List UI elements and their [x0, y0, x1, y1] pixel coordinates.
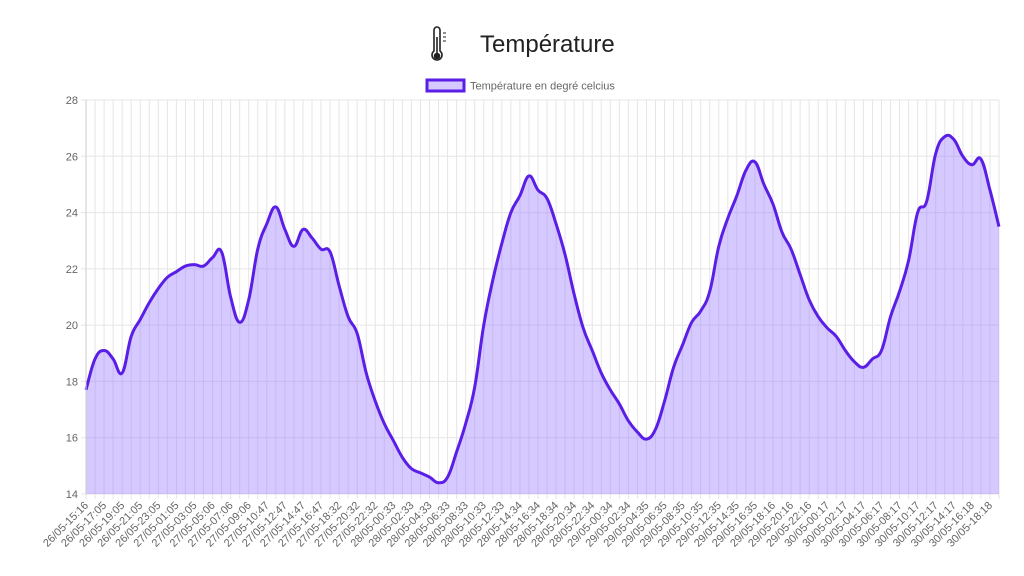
- y-tick-label: 28: [66, 95, 78, 107]
- y-tick-label: 16: [66, 433, 78, 445]
- chart-title: Température: [480, 31, 615, 58]
- y-tick-label: 22: [66, 264, 78, 276]
- y-tick-label: 24: [66, 208, 78, 220]
- legend-label: Température en degré celcius: [470, 81, 615, 93]
- y-tick-label: 18: [66, 376, 78, 388]
- area: [86, 135, 999, 494]
- line: [84, 133, 1001, 485]
- y-tick-label: 20: [66, 320, 78, 332]
- thermometer-icon: [431, 26, 446, 61]
- y-tick-label: 26: [66, 151, 78, 163]
- legend-swatch: [425, 78, 466, 93]
- y-tick-label: 14: [66, 489, 78, 501]
